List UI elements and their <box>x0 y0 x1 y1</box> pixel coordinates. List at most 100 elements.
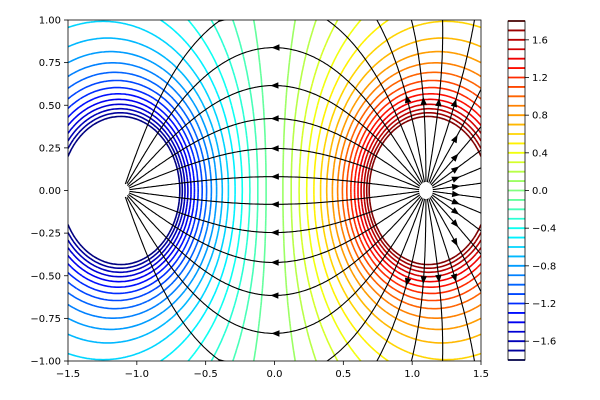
streamline-arrow-18 <box>270 292 279 299</box>
contour-level-12 <box>68 20 230 361</box>
streamline-0 <box>432 182 481 191</box>
contour-level-22 <box>305 20 362 361</box>
streamline-5 <box>428 20 476 183</box>
contour-level-16 <box>232 20 259 361</box>
y-tick-label: −0.50 <box>30 271 61 282</box>
contour-level-23 <box>313 20 389 361</box>
streamline-7 <box>410 20 427 182</box>
contour-level-35 <box>365 112 481 269</box>
contour-level-8 <box>68 71 208 310</box>
streamline-arrow-28 <box>451 198 460 205</box>
streamline-arrow-17 <box>270 259 279 266</box>
contour-level-7 <box>68 79 203 302</box>
streamline-29 <box>432 190 481 199</box>
y-axis-ticks: −1.00 −0.75 −0.50 −0.25 0.00 0.25 0.50 0.75 1.00 <box>30 16 68 368</box>
streamline-arrow-6 <box>435 98 442 107</box>
contour-level-9 <box>68 62 213 319</box>
contour-level-20 <box>290 20 317 361</box>
contour-level-19 <box>282 20 296 361</box>
colorbar-tick-label: −1.2 <box>532 299 556 310</box>
contour-level-17 <box>253 20 267 361</box>
x-tick-label: 1.5 <box>473 369 489 380</box>
streamline-arrow-26 <box>450 219 459 228</box>
contour-level-31 <box>353 93 481 288</box>
contour-level-14 <box>187 20 244 361</box>
streamline-27 <box>431 194 481 232</box>
streamline-arrow-22 <box>420 276 427 285</box>
plot-frame <box>67 19 482 362</box>
streamline-arrow-5 <box>450 99 457 108</box>
x-tick-label: 0.0 <box>267 369 283 380</box>
streamline-arrow-7 <box>420 96 427 105</box>
y-tick-label: 0.00 <box>39 186 61 197</box>
contour-level-1 <box>68 112 184 269</box>
streamline-1 <box>432 167 481 189</box>
streamline-6 <box>426 20 444 183</box>
x-tick-label: 0.5 <box>335 369 351 380</box>
streamline-arrow-13 <box>270 145 279 152</box>
streamline-arrow-11 <box>270 82 279 89</box>
streamline-10 <box>126 47 423 184</box>
colorbar-tick-label: −0.8 <box>532 261 556 272</box>
contour-level-4 <box>68 98 192 283</box>
streamline-arrow-12 <box>270 115 279 122</box>
streamline-15 <box>129 190 420 205</box>
x-tick-label: −1.5 <box>56 369 80 380</box>
streamline-22 <box>410 199 427 361</box>
contour-level-5 <box>68 93 196 288</box>
colorbar: −1.6 −1.2 −0.8 −0.4 0.0 0.4 0.8 1.2 1.6 <box>507 20 556 361</box>
contour-level-34 <box>363 107 481 274</box>
streamline-3 <box>430 125 481 186</box>
streamline-arrow-25 <box>451 237 458 247</box>
contour-level-0 <box>68 115 181 266</box>
contour-level-2 <box>68 107 186 274</box>
contour-level-25 <box>325 37 481 344</box>
streamline-arrow-2 <box>450 166 460 174</box>
y-tick-label: 0.25 <box>39 143 61 154</box>
colorbar-tick-label: 0.8 <box>532 111 548 122</box>
streamline-arrow-10 <box>271 44 280 51</box>
contour-level-29 <box>346 79 481 302</box>
streamline-arrow-1 <box>451 176 460 183</box>
x-tick-label: −0.5 <box>194 369 218 380</box>
streamline-14 <box>129 176 420 191</box>
streamline-arrow-20 <box>217 358 226 361</box>
streamline-arrow-8 <box>405 94 412 104</box>
colorbar-tick-label: 1.6 <box>532 35 548 46</box>
colorbar-tick-label: 0.0 <box>532 186 548 197</box>
y-tick-label: −0.25 <box>30 229 61 240</box>
streamline-arrow-3 <box>450 153 459 162</box>
y-tick-label: 1.00 <box>39 16 61 27</box>
contour-level-28 <box>341 71 481 310</box>
streamline-arrow-14 <box>270 173 279 180</box>
x-tick-label: 1.0 <box>404 369 420 380</box>
colorbar-tick-label: −1.6 <box>532 337 556 348</box>
streamline-21 <box>376 198 426 361</box>
streamline-26 <box>430 195 481 256</box>
streamline-24 <box>428 198 476 361</box>
streamlines <box>124 20 481 361</box>
contour-level-21 <box>298 20 339 361</box>
colorbar-tick-label: 1.2 <box>532 73 548 84</box>
streamline-arrow-19 <box>271 330 280 337</box>
streamline-9 <box>124 20 424 185</box>
contour-lines <box>68 20 481 361</box>
streamline-arrow-29 <box>451 190 461 198</box>
streamline-19 <box>126 197 423 334</box>
streamline-arrow-9 <box>217 20 226 23</box>
streamline-arrow-0 <box>451 183 461 191</box>
colorbar-tick-label: −0.4 <box>532 224 556 235</box>
streamline-28 <box>432 192 481 214</box>
streamline-20 <box>124 196 424 361</box>
y-tick-label: 0.75 <box>39 58 61 69</box>
streamline-8 <box>376 20 426 183</box>
streamline-arrow-23 <box>435 274 442 283</box>
streamline-4 <box>429 88 481 184</box>
colorbar-tick-label: 0.4 <box>532 148 548 159</box>
streamline-arrow-27 <box>450 207 460 215</box>
contour-level-24 <box>319 20 481 361</box>
streamline-arrow-15 <box>270 201 279 208</box>
streamline-arrow-4 <box>451 134 458 144</box>
x-tick-label: −1.0 <box>125 369 149 380</box>
